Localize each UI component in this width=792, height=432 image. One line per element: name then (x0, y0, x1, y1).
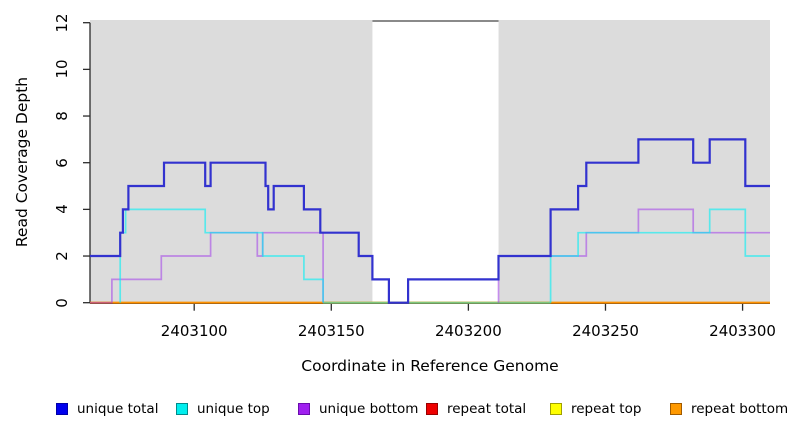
legend-swatch (56, 403, 68, 415)
y-tick-label: 8 (53, 111, 71, 121)
y-tick-label: 6 (53, 157, 71, 168)
legend-swatch (176, 403, 188, 415)
x-axis-label: Coordinate in Reference Genome (301, 357, 559, 375)
y-tick-label: 2 (53, 251, 71, 261)
legend-item-repeat-bottom: repeat bottom (670, 400, 788, 418)
x-tick-label: 2403250 (572, 322, 639, 340)
legend-item-unique-top: unique top (176, 400, 270, 418)
legend-swatch (550, 403, 562, 415)
x-tick-label: 2403150 (297, 322, 365, 340)
shaded-region (90, 20, 373, 303)
x-tick-label: 2403200 (434, 322, 502, 340)
legend-item-repeat-top: repeat top (550, 400, 641, 418)
legend-swatch (298, 403, 310, 415)
y-tick-label: 4 (53, 204, 71, 215)
legend-item-repeat-total: repeat total (426, 400, 526, 418)
series-unique-top (119, 208, 324, 303)
y-tick-label: 12 (53, 13, 71, 33)
legend-swatch (670, 403, 682, 415)
legend-item-unique-total: unique total (56, 400, 158, 418)
y-axis-label: Read Coverage Depth (13, 76, 31, 248)
y-tick-label: 0 (53, 297, 71, 308)
x-tick-label: 2403100 (160, 322, 228, 340)
legend-label: unique total (77, 401, 159, 417)
legend-label: unique top (197, 401, 270, 417)
legend-label: repeat bottom (691, 401, 789, 417)
shaded-region (498, 20, 770, 303)
legend-label: repeat top (571, 401, 642, 417)
series-unique-total (90, 138, 770, 304)
legend-label: unique bottom (319, 401, 419, 417)
legend-swatch (426, 403, 438, 415)
legend-label: repeat total (447, 401, 527, 417)
legend: unique total unique top unique bottom repea… (0, 400, 792, 420)
series-unique-top (549, 208, 770, 303)
y-tick-label: 10 (53, 59, 71, 79)
legend-item-unique-bottom: unique bottom (298, 400, 418, 418)
x-tick-label: 2403300 (709, 322, 776, 340)
